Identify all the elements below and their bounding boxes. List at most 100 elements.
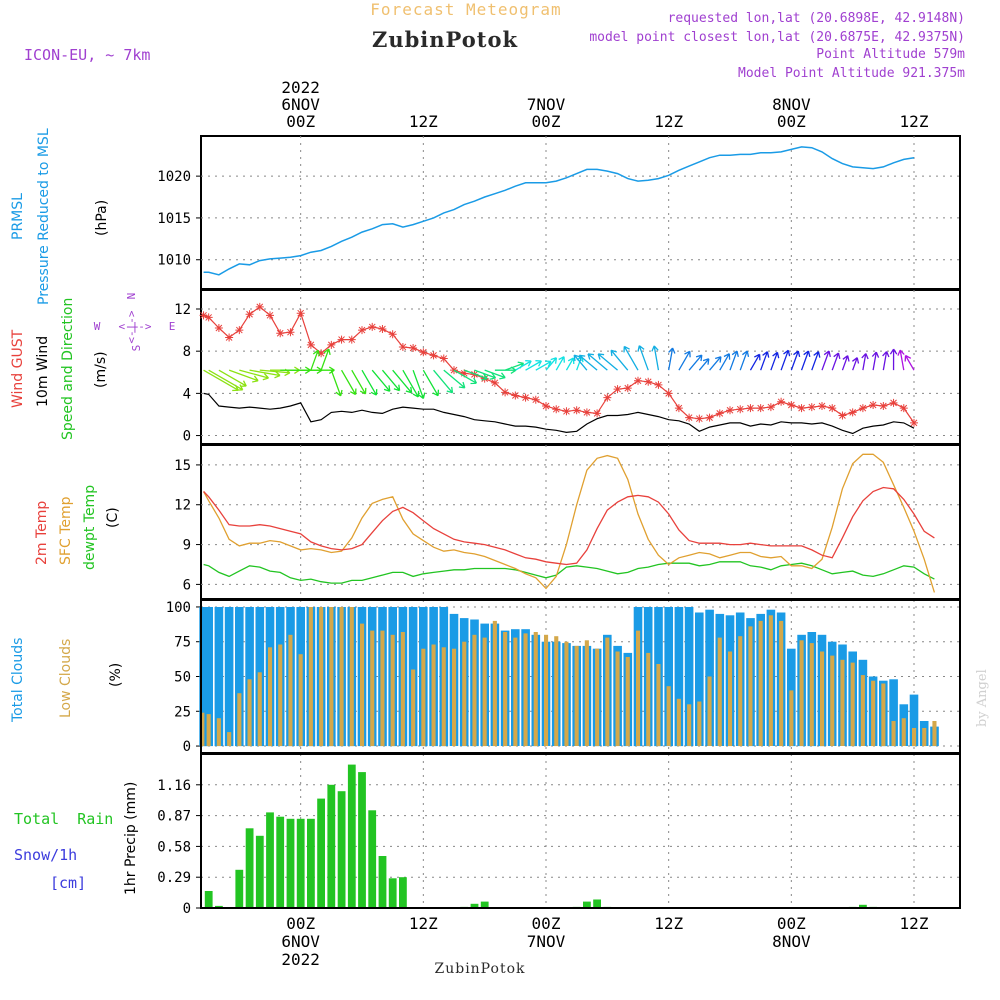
gust-marker [766, 403, 775, 412]
gust-marker [736, 405, 745, 414]
low-cloud-bar [390, 634, 395, 747]
precip-ytick-label: 0.87 [157, 809, 191, 825]
rain-bar [245, 828, 254, 908]
rain-bar [368, 810, 377, 908]
gust-marker [613, 385, 622, 394]
pressure-ytick-label: 1010 [157, 253, 191, 269]
low-cloud-bar [768, 615, 773, 746]
low-cloud-bar [912, 728, 917, 747]
rain-bar [337, 791, 346, 908]
gust-marker [409, 344, 418, 353]
gust-marker [582, 408, 591, 417]
gust-marker [756, 404, 765, 413]
gust-marker [654, 380, 663, 389]
wind-arrow [587, 353, 608, 371]
compass-n: N [125, 293, 138, 300]
temp-unit: (C) [105, 507, 121, 528]
gust-marker [910, 418, 918, 427]
low-cloud-bar [605, 637, 610, 747]
gust-marker [797, 404, 806, 413]
gust-marker [634, 376, 642, 385]
gust-marker [511, 391, 520, 400]
top-time-label: 6NOV [281, 95, 320, 114]
rain-bar [215, 905, 223, 908]
wind-arrow [218, 369, 247, 387]
low-cloud-bar [431, 644, 436, 746]
gust-marker [828, 404, 837, 413]
sfc-temp-line [203, 453, 936, 593]
low-cloud-bar [901, 718, 906, 746]
wind-arrow [709, 356, 722, 371]
compass-rose: N W E S <-|-> <-|-> [94, 293, 176, 352]
wind-arrow [668, 347, 676, 371]
low-cloud-bar [850, 662, 855, 747]
chart-title: Forecast Meteogram [370, 0, 561, 19]
wind-arrow [422, 369, 440, 397]
gust-marker [593, 409, 602, 418]
clouds-ytick-label: 100 [166, 600, 191, 616]
wind-arrow [515, 360, 532, 371]
wind-arrow [897, 349, 905, 371]
wind-arrow [535, 360, 552, 371]
bottom-time-label: 8NOV [772, 932, 811, 951]
rain-bar [859, 904, 867, 908]
wind-arrow [678, 350, 691, 371]
top-time-label: 2022 [281, 78, 320, 97]
total-cloud-bar [664, 607, 673, 747]
pressure-panel: 1010 1015 1020 [157, 135, 961, 290]
rain-bar [399, 877, 407, 908]
wind-arrow [525, 360, 542, 371]
wind-arrow [320, 348, 331, 371]
wind-panel: 0 4 8 12 [174, 289, 961, 445]
wind-arrow [780, 349, 791, 371]
low-cloud-bar [492, 620, 497, 747]
credit-watermark: by Angel [975, 669, 990, 727]
pressure-unit: (hPa) [94, 200, 110, 236]
gust-marker [623, 384, 632, 393]
pressure-ytick-label: 1020 [157, 169, 191, 185]
gust-marker [664, 389, 673, 398]
gust-marker [306, 340, 315, 349]
gust-marker [255, 302, 264, 311]
bottom-time-label: 00Z [777, 914, 806, 933]
rain-bar [593, 899, 601, 908]
low-cloud-bar [799, 640, 804, 746]
wind-ytick-label: 0 [183, 429, 191, 445]
wind-arrow [882, 351, 890, 371]
rain-bar [347, 764, 356, 908]
low-cloud-bar [840, 659, 845, 746]
compass-s: S [130, 345, 143, 352]
total-cloud-bar [684, 607, 694, 747]
gust-marker [848, 408, 857, 417]
low-cloud-bar [452, 648, 457, 747]
wind-arrow [340, 369, 357, 396]
requested-coords: requested lon,lat (20.6898E, 42.9148N) [668, 11, 965, 26]
gust-marker [838, 411, 847, 420]
gust-marker [869, 400, 878, 409]
low-cloud-bar [462, 641, 467, 746]
wind-arrow [749, 353, 761, 371]
wind-arrow [578, 354, 598, 371]
low-cloud-bar [656, 664, 661, 747]
low-cloud-bar [564, 641, 569, 746]
low-cloud-bar [400, 632, 405, 747]
wind-arrow [573, 354, 588, 371]
gust-marker [899, 404, 908, 413]
rain-bar [480, 901, 489, 908]
gust-marker [276, 329, 285, 338]
wind-gust-label: Wind GUST [10, 329, 26, 408]
total-cloud-bar [235, 607, 244, 747]
wind-arrow [361, 369, 378, 396]
wind-10m-label: 10m Wind [35, 336, 51, 407]
gust-marker [327, 340, 336, 349]
low-cloud-bar [809, 643, 814, 746]
wind-arrow [597, 353, 618, 371]
low-cloud-bar [308, 607, 313, 747]
wind-arrow [433, 369, 454, 394]
low-cloud-bar [932, 721, 937, 746]
total-cloud-bar [909, 694, 919, 747]
gust-marker [214, 323, 223, 332]
wind-arrow [719, 353, 731, 371]
low-cloud-bar [206, 714, 211, 747]
total-cloud-bar [695, 612, 704, 746]
